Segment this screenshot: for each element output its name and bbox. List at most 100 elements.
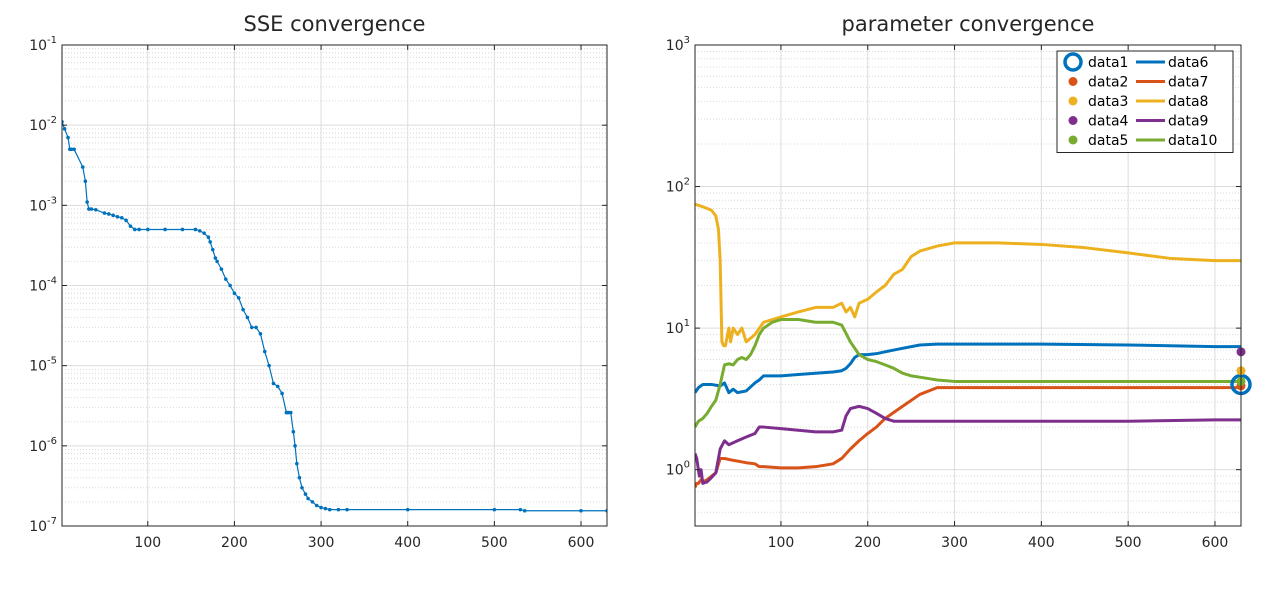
x-tick-label: 300 <box>308 535 335 551</box>
y-tick-label: 10-5 <box>29 356 57 375</box>
series-point <box>69 147 74 152</box>
series-point <box>323 506 328 511</box>
y-tick-label-exponent: -4 <box>47 276 57 287</box>
y-tick-label: 10-3 <box>29 195 57 214</box>
series-point <box>295 461 299 466</box>
data9-line <box>695 404 1241 485</box>
x-tick-label: 400 <box>1028 535 1055 551</box>
chart-title: SSE convergence <box>244 12 426 36</box>
x-tick-label: 300 <box>941 535 968 551</box>
series-point <box>80 165 85 169</box>
y-tick-label: 10-2 <box>29 115 57 134</box>
y-tick-label: 10-1 <box>29 35 57 54</box>
data10-line <box>695 318 1241 428</box>
legend-label: data4 <box>1088 114 1129 130</box>
series-point <box>102 211 107 215</box>
y-tick-label: 10-6 <box>29 436 57 455</box>
series-point <box>208 240 212 244</box>
series-point <box>66 135 70 140</box>
series-point <box>319 505 323 510</box>
y-tick-label-base: 10 <box>29 519 47 535</box>
parameter-convergence-chart: 100 200 300 400 500 600100101102103parameter … <box>666 12 1252 551</box>
series-point <box>254 325 258 330</box>
legend: data1 data2 data3 data4 data5 data6 data7 data8… <box>1056 50 1234 153</box>
y-tick-label-exponent: -1 <box>47 35 57 46</box>
series-point <box>241 307 245 312</box>
y-tick-label-exponent: 3 <box>684 35 690 46</box>
series-point <box>336 507 341 512</box>
y-tick-label-base: 10 <box>29 359 47 375</box>
series-point <box>236 296 241 300</box>
y-tick-label: 102 <box>666 177 690 196</box>
series-point <box>271 381 276 386</box>
legend-label: data8 <box>1168 94 1208 110</box>
y-tick-label-base: 10 <box>666 463 684 479</box>
legend-symbol <box>1068 135 1078 145</box>
series-point <box>258 331 263 336</box>
legend-label: data9 <box>1168 114 1208 130</box>
series-point <box>219 267 224 271</box>
series-point <box>180 227 185 232</box>
x-tick-label: 500 <box>481 535 508 551</box>
series-point <box>232 291 237 296</box>
series-point <box>111 213 115 218</box>
series-point <box>267 363 271 368</box>
grid <box>62 44 607 527</box>
y-tick-label: 100 <box>666 460 690 479</box>
series-point <box>87 207 91 211</box>
series-point <box>288 410 293 415</box>
y-tick-label-exponent: -3 <box>47 195 57 206</box>
series-point <box>286 410 290 415</box>
series-point <box>115 214 120 219</box>
series-point <box>522 508 527 513</box>
y-tick-label-base: 10 <box>666 321 684 337</box>
series-point <box>119 215 124 220</box>
series-point <box>213 256 218 260</box>
series-point <box>297 475 302 480</box>
legend-symbol <box>1068 77 1078 86</box>
y-tick-label-exponent: 0 <box>684 460 690 471</box>
series-point <box>579 508 583 513</box>
series-point <box>228 283 232 288</box>
series-point <box>128 224 133 228</box>
series-point <box>262 349 267 354</box>
y-tick-label-exponent: -2 <box>47 115 57 126</box>
axes-box <box>694 44 1242 527</box>
y-tick-label: 101 <box>666 318 690 337</box>
series-group <box>695 202 1241 488</box>
x-tick-label: 500 <box>1115 535 1142 551</box>
series-point <box>202 231 206 235</box>
series-point <box>85 200 89 204</box>
y-tick-label-base: 10 <box>29 118 47 134</box>
data6-line <box>695 342 1241 395</box>
series-point <box>314 503 319 508</box>
legend-label: data1 <box>1088 55 1128 71</box>
series-point <box>345 507 349 512</box>
x-tick-label: 400 <box>394 535 421 551</box>
series-group <box>62 120 607 513</box>
y-tick-label-base: 10 <box>29 38 47 54</box>
legend-label: data6 <box>1168 55 1209 71</box>
series-point <box>137 227 141 232</box>
sse-convergence-chart: 100 200 300 400 500 60010-710-610-510-410-310… <box>29 12 608 551</box>
series-point <box>492 507 497 512</box>
y-tick-label-base: 10 <box>29 198 47 214</box>
legend-symbol <box>1068 96 1078 106</box>
series-point <box>89 207 94 211</box>
series-point <box>303 492 308 496</box>
chart-title: parameter convergence <box>842 12 1095 36</box>
y-tick-label-base: 10 <box>666 38 684 54</box>
series-point <box>223 277 228 281</box>
legend-label: data2 <box>1088 75 1128 91</box>
series-point <box>210 247 215 252</box>
y-tick-label: 10-7 <box>29 516 57 535</box>
x-tick-label: 600 <box>1202 535 1229 551</box>
series-point <box>197 229 202 233</box>
series-point <box>72 147 76 152</box>
series-point <box>163 227 167 232</box>
legend-label: data3 <box>1088 94 1128 110</box>
series-point <box>132 227 137 232</box>
y-tick-label-base: 10 <box>29 279 47 295</box>
series-point <box>206 235 211 240</box>
series-point <box>405 507 410 512</box>
